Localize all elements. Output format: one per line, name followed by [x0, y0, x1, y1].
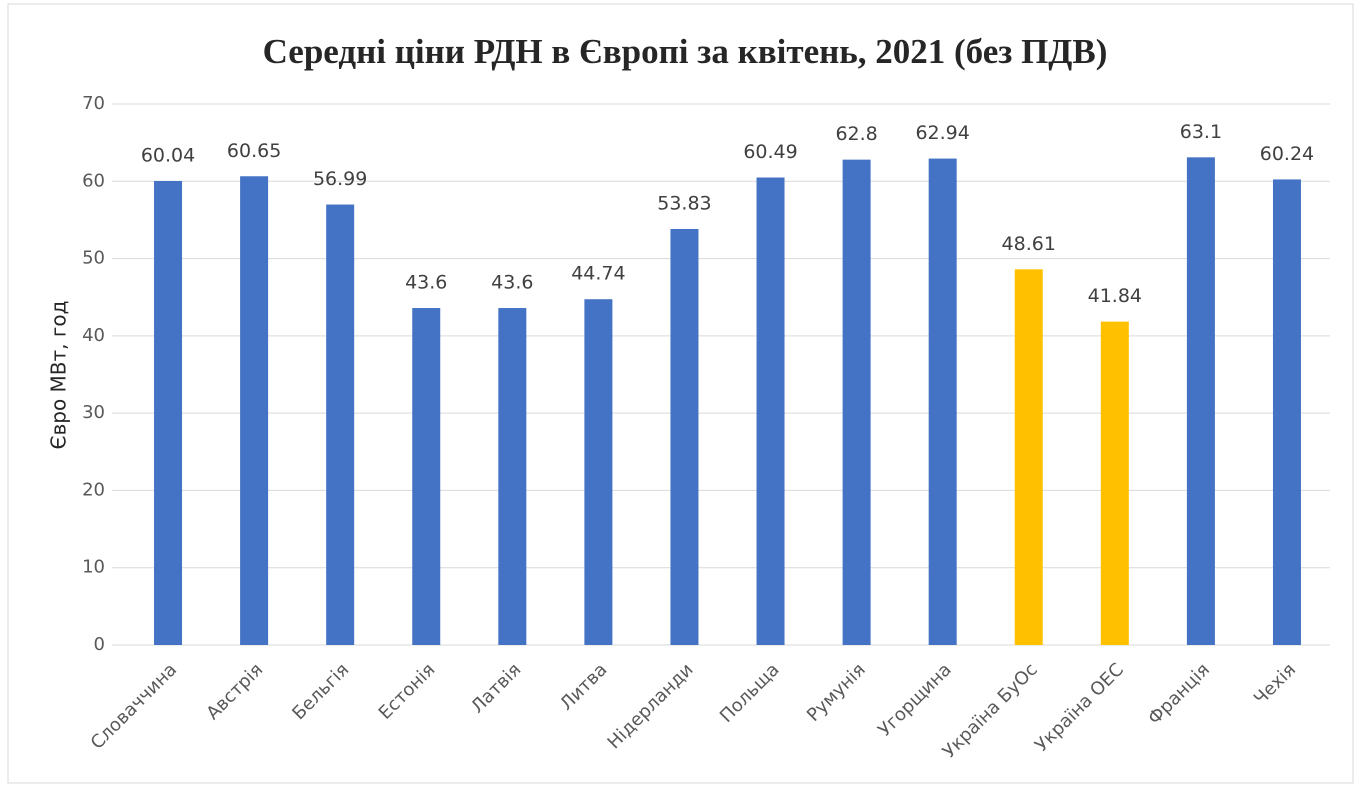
y-tick-label: 30: [82, 402, 105, 423]
bar: [1100, 321, 1129, 645]
bar: [326, 204, 355, 646]
bar: [1186, 157, 1215, 645]
bar: [1272, 179, 1301, 646]
bar: [240, 176, 269, 645]
y-axis-title: Євро МВт, год: [47, 301, 71, 450]
data-label: 44.74: [571, 263, 625, 285]
y-tick-label: 40: [82, 325, 105, 346]
bar: [928, 158, 957, 645]
data-label: 63.1: [1180, 121, 1222, 143]
data-label: 60.65: [227, 140, 281, 162]
y-tick-label: 20: [82, 479, 105, 500]
data-label: 60.04: [141, 144, 195, 166]
data-label: 62.8: [835, 123, 877, 145]
y-tick-label: 60: [82, 170, 105, 191]
data-label: 53.83: [657, 192, 711, 214]
chart-title: Середні ціни РДН в Європі за квітень, 20…: [263, 32, 1108, 71]
bar: [584, 299, 613, 645]
bar: [756, 177, 785, 645]
bar: [842, 159, 871, 645]
bar: [154, 180, 183, 646]
data-label: 56.99: [313, 168, 367, 190]
data-label: 60.49: [743, 141, 797, 163]
bar: [498, 308, 527, 645]
data-label: 60.24: [1260, 143, 1314, 165]
data-label: 62.94: [915, 122, 969, 144]
data-label: 41.84: [1088, 285, 1142, 307]
bar: [1014, 269, 1043, 645]
y-tick-label: 0: [94, 634, 105, 655]
y-tick-label: 70: [82, 93, 105, 114]
data-label: 48.61: [1002, 233, 1056, 255]
data-label: 43.6: [405, 272, 447, 294]
bar: [670, 228, 699, 645]
bar: [412, 308, 441, 645]
y-tick-label: 10: [82, 557, 105, 578]
y-tick-label: 50: [82, 248, 105, 269]
data-label: 43.6: [491, 272, 533, 294]
